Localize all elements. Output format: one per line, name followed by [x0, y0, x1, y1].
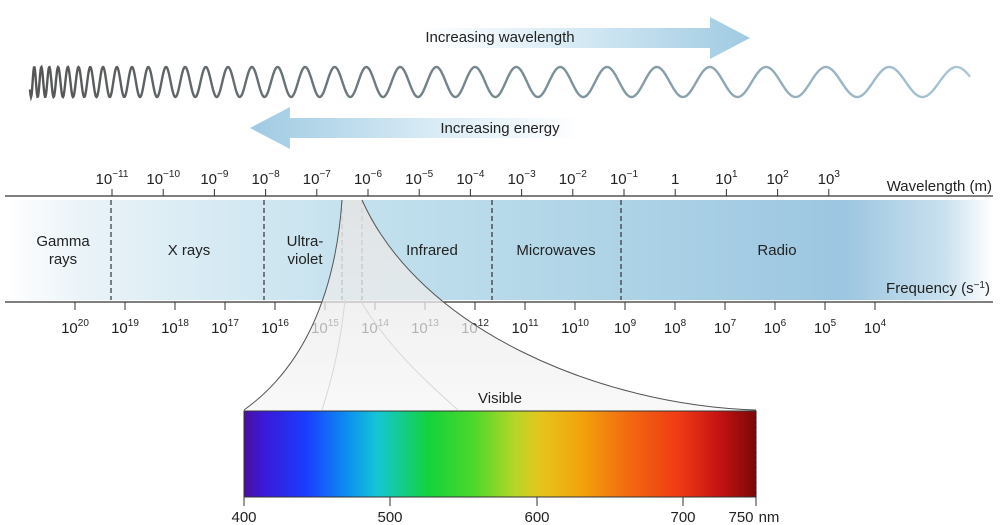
spectrum-band: [5, 200, 993, 300]
visible-tick-400: 400: [231, 509, 256, 525]
cone-left-edge: [243, 199, 343, 411]
frequency-tick-label: 1016: [261, 318, 289, 337]
cone-guide-line-1: [321, 299, 346, 411]
wave-icon: [28, 64, 971, 102]
increasing-energy-label: Increasing energy: [440, 120, 560, 137]
increasing-wavelength-label: Increasing wavelength: [425, 29, 574, 46]
frequency-tick-label: 104: [864, 318, 887, 337]
wavelength-tick-label: 101: [715, 169, 738, 188]
wavelength-tick-label: 10−11: [96, 169, 129, 188]
cone-right-edge: [361, 199, 757, 411]
visible-unit-label: nm: [759, 509, 780, 525]
region-gamma-line2: rays: [49, 251, 77, 268]
wavelength-tick-label: 10−6: [354, 169, 383, 188]
increasing-wavelength-arrow: Increasing wavelength: [420, 17, 750, 59]
frequency-tick-label: 1018: [161, 318, 189, 337]
region-gamma-line1: Gamma: [36, 233, 90, 250]
wavelength-tick-label: 10−1: [610, 169, 639, 188]
visible-tick-500: 500: [377, 509, 402, 525]
wavelength-axis-label: Wavelength (m): [887, 178, 992, 195]
wavelength-tick-label: 10−4: [456, 169, 485, 188]
frequency-tick-label: 109: [614, 318, 637, 337]
region-uv-line1: Ultra-: [287, 233, 324, 250]
wavelength-tick-label: 103: [818, 169, 841, 188]
wavelength-tick-label: 10−10: [146, 169, 180, 188]
region-infrared: Infrared: [406, 242, 458, 259]
frequency-tick-label: 108: [664, 318, 687, 337]
frequency-tick-label: 105: [814, 318, 837, 337]
frequency-tick-label: 1011: [511, 318, 539, 337]
region-xrays: X rays: [168, 242, 211, 259]
wavelength-tick-label: 10−2: [559, 169, 588, 188]
frequency-tick-label: 107: [714, 318, 737, 337]
region-labels: Gamma rays X rays Ultra- violet Infrared…: [36, 233, 796, 268]
region-uv-line2: violet: [287, 251, 323, 268]
frequency-tick-label: 106: [764, 318, 787, 337]
increasing-energy-arrow: Increasing energy: [250, 107, 580, 149]
region-microwaves: Microwaves: [516, 242, 595, 259]
wavelength-ticks: 10−11 10−10 10−9 10−8 10−7 10−6 10−5 10−4 10−3 10…: [96, 169, 841, 196]
wavelength-tick-label: 10−7: [303, 169, 332, 188]
wavelength-tick-label: 10−3: [508, 169, 537, 188]
visible-spectrum-bar: [243, 410, 757, 498]
frequency-axis-label: Frequency (s−1): [886, 280, 990, 298]
frequency-tick-label: 1020: [61, 318, 89, 337]
cone-guide-line-2: [359, 299, 459, 411]
frequency-tick-label: 1017: [211, 318, 239, 337]
visible-tick-700: 700: [670, 509, 695, 525]
visible-tick-marks: [243, 497, 757, 506]
visible-tick-750: 750: [728, 509, 753, 525]
wavelength-tick-label: 102: [766, 169, 789, 188]
visible-tick-600: 600: [524, 509, 549, 525]
frequency-tick-label: 1019: [111, 318, 139, 337]
region-radio: Radio: [757, 242, 796, 259]
frequency-tick-label: 1010: [561, 318, 589, 337]
wavelength-tick-label: 1: [671, 171, 679, 188]
wavelength-tick-label: 10−9: [200, 169, 229, 188]
visible-label: Visible: [478, 390, 522, 407]
wavelength-tick-label: 10−8: [252, 169, 281, 188]
wavelength-tick-label: 10−5: [405, 169, 434, 188]
visible-expansion-cone: [244, 200, 756, 410]
